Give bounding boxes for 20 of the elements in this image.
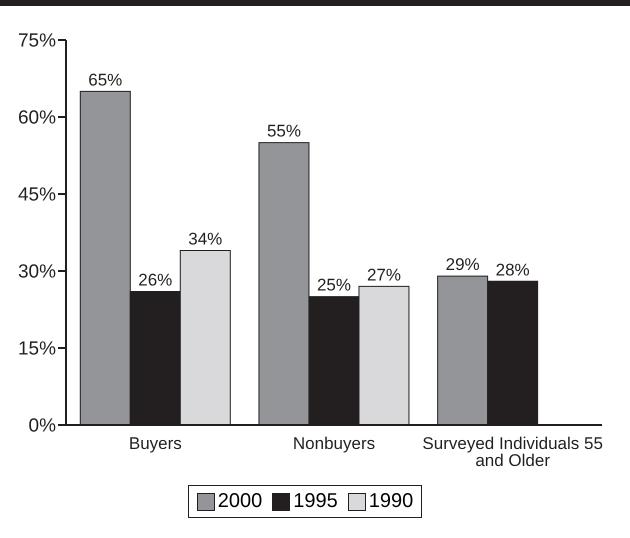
data-label: 28% xyxy=(496,260,530,280)
x-tick-label: Buyers xyxy=(128,434,182,454)
x-tick-label: Surveyed Individuals 55 and Older xyxy=(422,434,603,470)
data-label: 27% xyxy=(366,265,401,284)
y-tick-label: 30% xyxy=(18,262,56,283)
data-label: 25% xyxy=(316,276,351,295)
y-tick-label: 15% xyxy=(18,338,56,360)
data-label: 65% xyxy=(88,70,122,90)
data-label: 55% xyxy=(266,122,301,141)
y-tick-label: 75% xyxy=(18,30,56,52)
legend-label: 1995 xyxy=(293,490,338,513)
legend-label: 1990 xyxy=(368,490,414,513)
data-label: 29% xyxy=(446,255,480,274)
y-tick-label: 60% xyxy=(18,108,56,129)
y-tick-label: 45% xyxy=(18,184,56,206)
x-tick-label: Nonbuyers xyxy=(292,434,376,454)
data-label: 26% xyxy=(138,270,172,290)
data-label: 34% xyxy=(188,229,222,248)
legend-label: 2000 xyxy=(218,490,262,513)
y-tick-label: 0% xyxy=(28,416,56,437)
